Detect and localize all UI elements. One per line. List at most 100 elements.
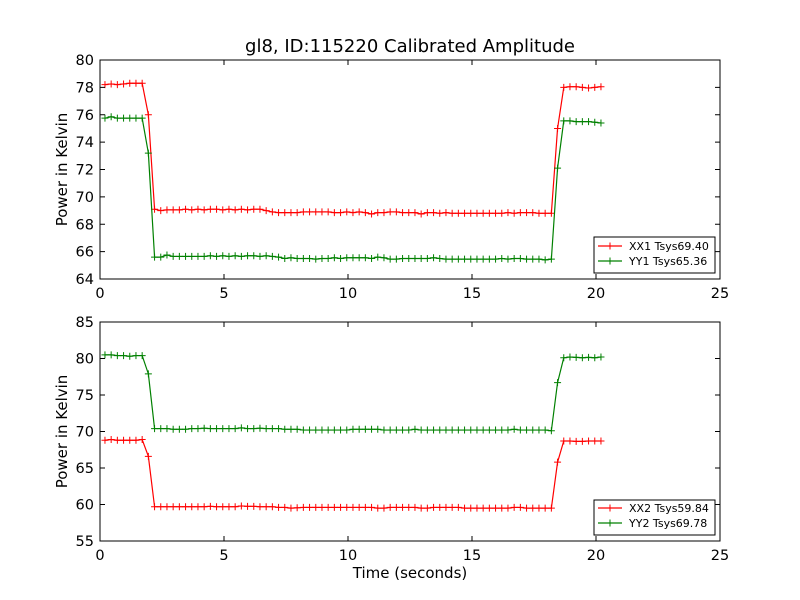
x-tick-label: 15 — [463, 286, 481, 302]
data-point — [206, 252, 214, 260]
data-point — [268, 503, 276, 511]
ticks-bottom: 0 5 10 15 20 25 55 60 65 70 75 80 85 — [76, 315, 730, 564]
data-point — [188, 425, 196, 433]
data-point — [138, 79, 146, 87]
data-point — [436, 209, 444, 217]
data-point — [213, 425, 221, 433]
data-point — [268, 208, 276, 216]
data-point — [535, 255, 543, 263]
data-point — [554, 458, 562, 466]
x-tick-label: 15 — [463, 548, 481, 564]
data-point — [163, 206, 171, 214]
data-point — [448, 255, 456, 263]
data-point — [225, 425, 233, 433]
data-point — [572, 437, 580, 445]
data-point — [442, 426, 450, 434]
series-yy1 — [101, 113, 605, 264]
legend-label: YY2 Tsys69.78 — [628, 517, 707, 530]
data-point — [324, 426, 332, 434]
data-point — [572, 353, 580, 361]
legend-marker — [606, 519, 614, 527]
data-point — [194, 425, 202, 433]
data-point — [231, 252, 239, 260]
x-tick-label: 0 — [95, 286, 104, 302]
data-point — [411, 209, 419, 217]
y-tick-label: 80 — [76, 352, 94, 368]
data-point — [523, 504, 531, 512]
legend-label: YY1 Tsys65.36 — [628, 255, 707, 268]
y-tick-label: 65 — [76, 461, 94, 477]
data-point — [454, 426, 462, 434]
data-point — [547, 427, 555, 435]
data-point — [374, 504, 382, 512]
data-point — [157, 207, 165, 215]
data-point — [213, 503, 221, 511]
data-point — [386, 208, 394, 216]
data-point — [120, 80, 128, 88]
data-point — [516, 503, 524, 511]
data-point — [188, 206, 196, 214]
chart-top: gl8, ID:115220 Calibrated Amplitude 0 5 10… — [53, 36, 729, 302]
data-point — [200, 206, 208, 214]
data-point — [256, 252, 264, 260]
data-point — [169, 206, 177, 214]
data-point — [262, 207, 270, 215]
data-point — [337, 254, 345, 262]
data-point — [213, 205, 221, 213]
data-point — [516, 254, 524, 262]
data-point — [343, 503, 351, 511]
data-point — [535, 209, 543, 217]
data-point — [318, 503, 326, 511]
data-point — [405, 254, 413, 262]
data-point — [386, 255, 394, 263]
data-point — [293, 425, 301, 433]
data-point — [368, 254, 376, 262]
data-point — [516, 426, 524, 434]
data-point — [107, 436, 115, 444]
data-point — [541, 504, 549, 512]
data-point — [473, 426, 481, 434]
data-point — [417, 210, 425, 218]
data-point — [306, 426, 314, 434]
data-point — [237, 205, 245, 213]
data-point — [485, 426, 493, 434]
data-point — [430, 209, 438, 217]
x-tick-label: 20 — [587, 548, 605, 564]
data-point — [461, 255, 469, 263]
data-point — [312, 503, 320, 511]
data-point — [250, 252, 258, 260]
data-point — [330, 254, 338, 262]
data-point — [231, 503, 239, 511]
data-point — [144, 111, 152, 119]
chart-bottom: 0 5 10 15 20 25 55 60 65 70 75 80 85 Power in Kelvin… — [53, 315, 729, 582]
data-point — [479, 504, 487, 512]
data-point — [126, 436, 134, 444]
data-point — [591, 118, 599, 126]
data-point — [535, 426, 543, 434]
data-point — [337, 426, 345, 434]
data-point — [144, 370, 152, 378]
data-point — [411, 425, 419, 433]
data-point — [547, 255, 555, 263]
data-point — [380, 426, 388, 434]
data-point — [585, 118, 593, 126]
data-point — [380, 254, 388, 262]
data-point — [182, 425, 190, 433]
data-point — [219, 425, 227, 433]
data-point — [188, 252, 196, 260]
y-tick-label: 60 — [76, 498, 94, 514]
data-point — [510, 209, 518, 217]
data-point — [473, 255, 481, 263]
data-point — [293, 504, 301, 512]
data-point — [157, 425, 165, 433]
data-point — [399, 426, 407, 434]
data-point — [169, 252, 177, 260]
data-point — [132, 352, 140, 360]
data-point — [405, 503, 413, 511]
data-point — [436, 426, 444, 434]
data-point — [541, 426, 549, 434]
data-point — [200, 252, 208, 260]
data-point — [467, 504, 475, 512]
data-point — [275, 209, 283, 217]
data-point — [188, 503, 196, 511]
